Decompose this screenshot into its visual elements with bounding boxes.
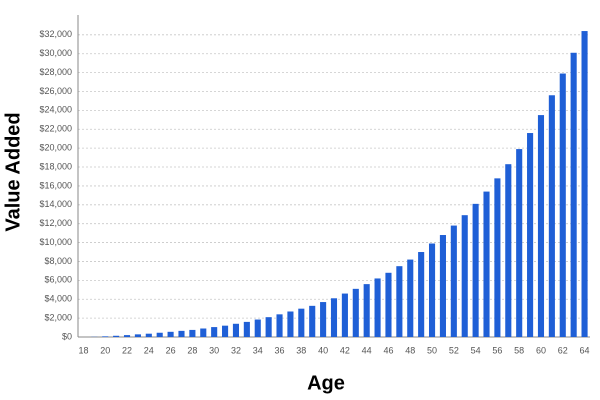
x-tick-label: 20 [100, 345, 110, 355]
bar [483, 191, 490, 337]
bar [287, 311, 294, 337]
bar [527, 133, 534, 337]
bar [211, 327, 218, 337]
bar [232, 323, 240, 337]
bar [472, 203, 479, 337]
bar [167, 331, 174, 337]
bar [461, 215, 468, 337]
bar [102, 336, 109, 337]
bar [222, 325, 229, 337]
x-tick-label: 48 [405, 345, 415, 355]
y-tick-label: $6,000 [44, 275, 72, 285]
bar [363, 284, 370, 337]
x-tick-label: 36 [275, 345, 285, 355]
y-tick-label: $18,000 [39, 161, 72, 171]
bar [276, 314, 283, 337]
bar [200, 328, 207, 337]
bar [123, 335, 131, 337]
x-tick-label: 42 [340, 345, 350, 355]
x-tick-label: 38 [296, 345, 306, 355]
bar [265, 317, 272, 337]
bar [145, 333, 152, 337]
x-tick-label: 22 [122, 345, 132, 355]
x-tick-label: 26 [166, 345, 176, 355]
x-tick-label: 54 [471, 345, 481, 355]
x-tick-label: 58 [514, 345, 524, 355]
bar [320, 302, 327, 337]
bar [113, 335, 120, 337]
x-tick-label: 56 [492, 345, 502, 355]
y-axis-title: Value Added [2, 112, 24, 231]
x-tick-label: 60 [536, 345, 546, 355]
bar [396, 266, 403, 337]
y-tick-label: $16,000 [39, 180, 72, 190]
y-tick-label: $22,000 [39, 124, 72, 134]
bar [537, 115, 545, 337]
x-tick-label: 64 [580, 345, 590, 355]
x-axis-title: Age [307, 372, 345, 394]
x-tick-label: 50 [427, 345, 437, 355]
bar [309, 305, 316, 337]
y-tick-label: $2,000 [44, 312, 72, 322]
bar [407, 259, 414, 337]
bar [298, 308, 305, 337]
y-tick-label: $20,000 [39, 143, 72, 153]
bar [548, 95, 555, 337]
x-tick-label: 30 [209, 345, 219, 355]
y-tick-label: $28,000 [39, 67, 72, 77]
y-tick-label: $32,000 [39, 29, 72, 39]
x-tick-label: 24 [144, 345, 154, 355]
x-tick-label: 62 [558, 345, 568, 355]
bar [243, 321, 250, 337]
y-tick-label: $0 [62, 331, 72, 341]
x-tick-label: 28 [187, 345, 197, 355]
x-tick-label: 46 [383, 345, 393, 355]
x-tick-label: 40 [318, 345, 328, 355]
bar [189, 329, 196, 337]
y-tick-label: $24,000 [39, 105, 72, 115]
bar [559, 73, 566, 337]
y-tick-label: $12,000 [39, 218, 72, 228]
bar [428, 243, 436, 337]
y-tick-label: $4,000 [44, 294, 72, 304]
bar [330, 298, 338, 337]
bar [570, 52, 577, 337]
bar [254, 319, 261, 337]
bar [516, 149, 523, 337]
bar [494, 178, 501, 337]
bar [178, 330, 185, 337]
y-tick-label: $8,000 [44, 256, 72, 266]
bar [439, 235, 446, 337]
bar [418, 252, 425, 337]
x-tick-label: 44 [362, 345, 372, 355]
bar [156, 332, 163, 337]
bar [385, 272, 392, 337]
bar [341, 293, 348, 337]
y-tick-label: $30,000 [39, 48, 72, 58]
bar [352, 288, 359, 337]
y-tick-label: $10,000 [39, 237, 72, 247]
x-tick-label: 32 [231, 345, 241, 355]
bar [134, 334, 141, 337]
y-tick-label: $26,000 [39, 86, 72, 96]
x-tick-label: 34 [253, 345, 263, 355]
y-tick-label: $14,000 [39, 199, 72, 209]
x-tick-label: 52 [449, 345, 459, 355]
bar [450, 225, 457, 337]
x-tick-label: 18 [78, 345, 88, 355]
bar [581, 31, 588, 337]
bar [374, 278, 381, 337]
bar [505, 164, 512, 337]
